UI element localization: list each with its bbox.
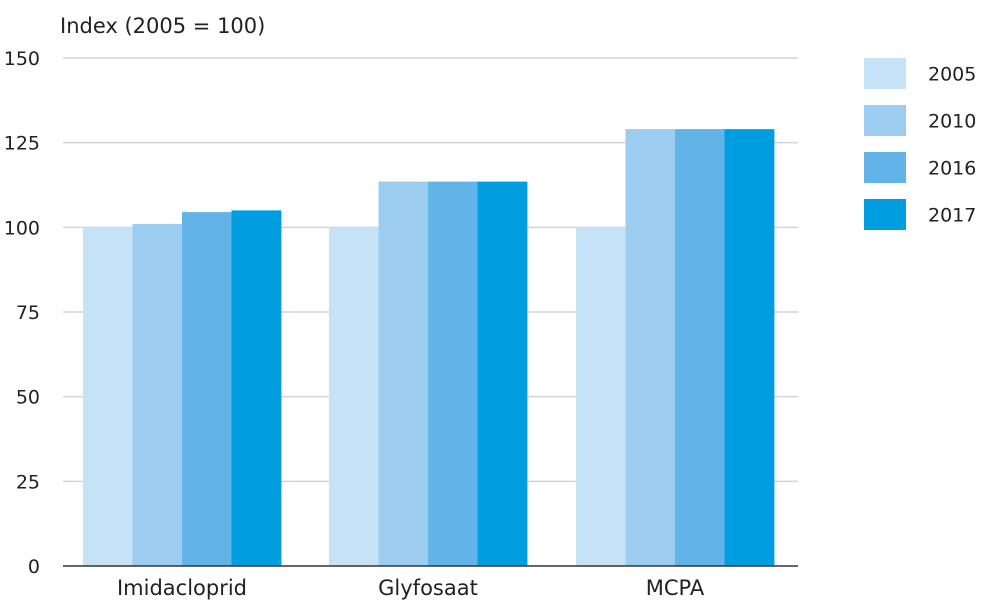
y-tick-label: 25 [16, 471, 40, 493]
bar-mcpa-2005 [576, 227, 626, 567]
bar-glyfosaat-2016 [428, 181, 478, 566]
y-axis-title: Index (2005 = 100) [60, 14, 265, 38]
bar-glyfosaat-2010 [378, 181, 429, 566]
y-tick-label: 125 [4, 133, 40, 155]
x-category-label: MCPA [646, 576, 705, 600]
legend-swatch-2016 [864, 152, 906, 183]
y-tick-label: 0 [28, 556, 40, 578]
legend-swatch-2005 [864, 58, 906, 89]
bar-glyfosaat-2017 [477, 181, 528, 566]
bars [83, 129, 775, 567]
y-tick-label: 150 [4, 48, 40, 70]
y-tick-label: 50 [16, 387, 40, 409]
bar-mcpa-2016 [675, 129, 725, 566]
legend-label: 2016 [928, 158, 976, 180]
bar-imidacloprid-2005 [83, 227, 133, 567]
legend: 2005 2010 2016 2017 [864, 58, 976, 230]
bar-imidacloprid-2016 [182, 212, 232, 567]
axes: 0 25 50 75 100 125 150 Imidacloprid Glyfosaat MCP… [4, 48, 798, 600]
legend-label: 2017 [928, 205, 976, 227]
y-tick-label: 75 [16, 302, 40, 324]
bar-glyfosaat-2005 [329, 227, 379, 567]
bar-imidacloprid-2017 [231, 210, 282, 566]
bar-mcpa-2010 [625, 129, 676, 566]
bar-mcpa-2017 [724, 129, 775, 566]
legend-label: 2005 [928, 64, 976, 86]
y-tick-label: 100 [4, 217, 40, 239]
x-category-label: Imidacloprid [117, 576, 247, 600]
bar-imidacloprid-2010 [132, 223, 183, 567]
legend-label: 2010 [928, 111, 976, 133]
x-category-label: Glyfosaat [378, 576, 478, 600]
legend-swatch-2017 [864, 199, 906, 230]
legend-swatch-2010 [864, 105, 906, 136]
